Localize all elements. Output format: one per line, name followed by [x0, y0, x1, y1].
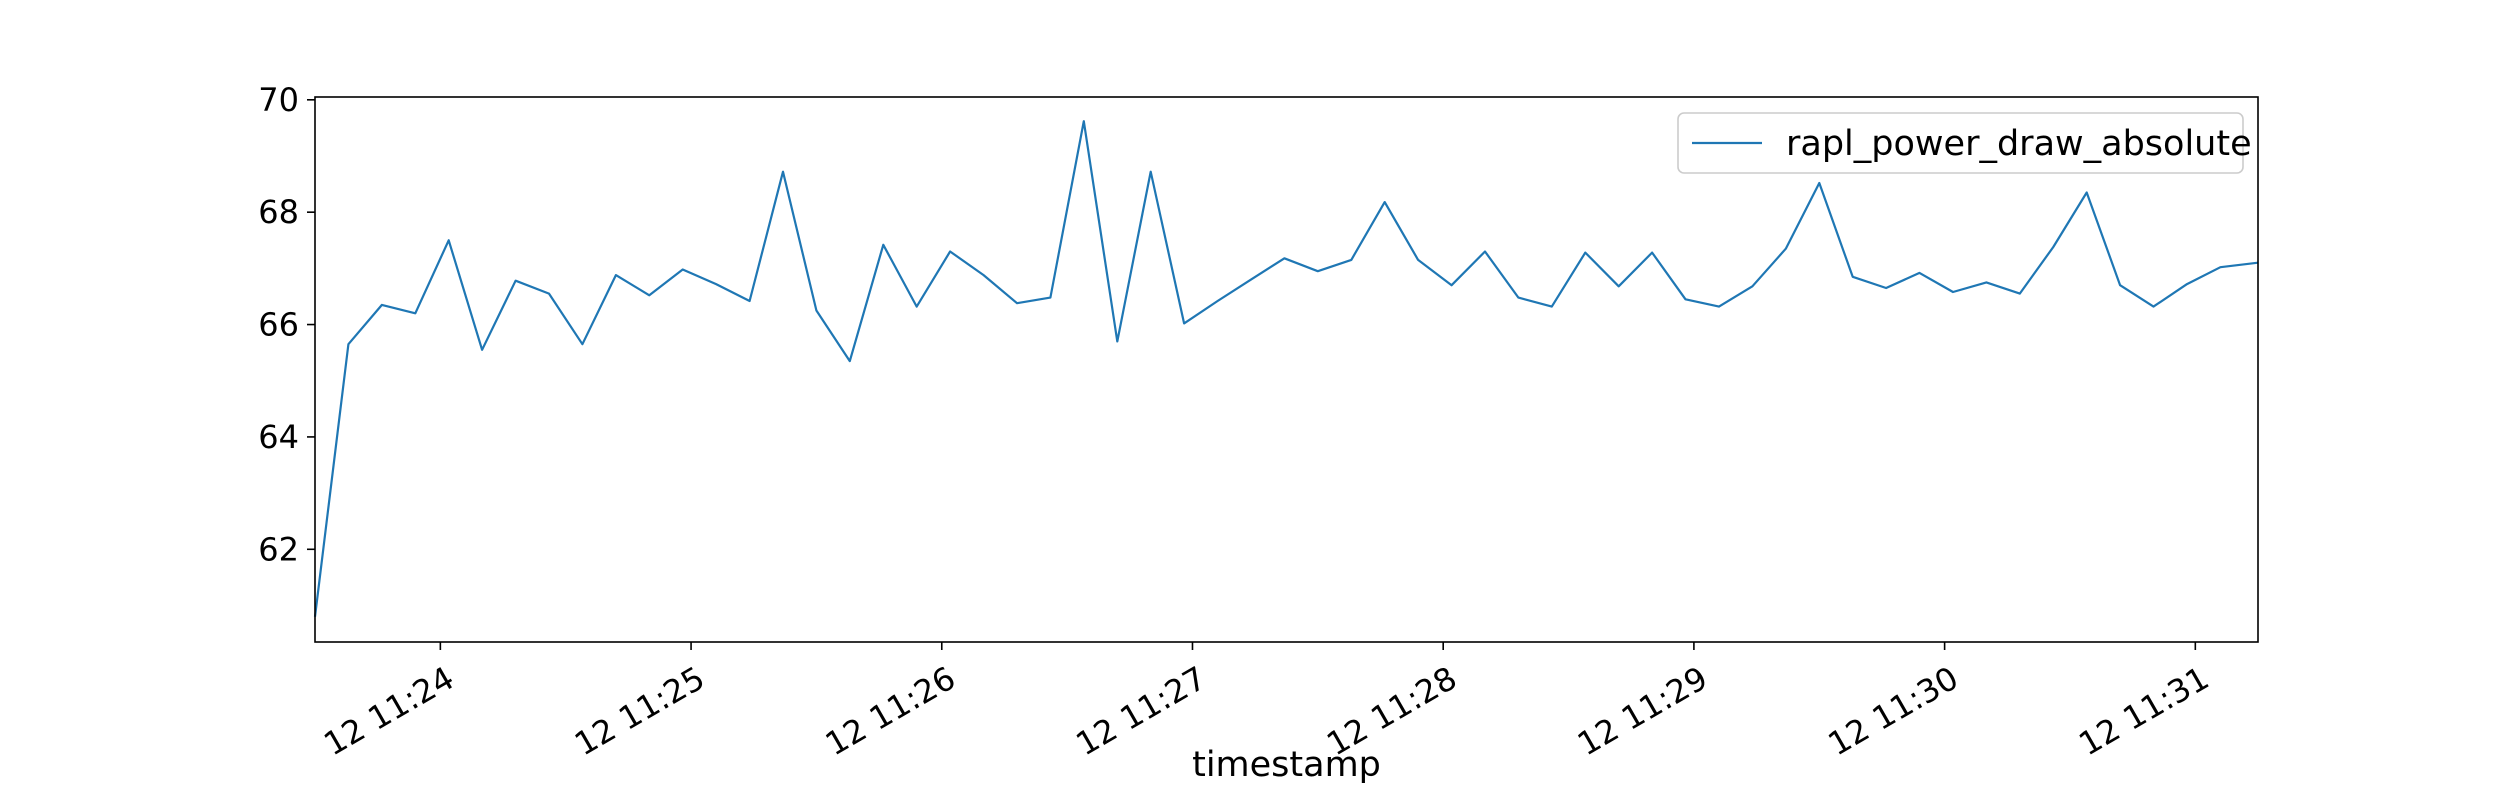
y-axis: 62 64 66 68 70 [258, 81, 315, 568]
y-tick-label: 64 [258, 418, 299, 456]
series-layer [313, 120, 2259, 617]
x-axis-label: timestamp [1192, 745, 1381, 785]
y-tick-label: 70 [258, 81, 299, 119]
plot-frame [314, 96, 2259, 643]
legend-box [1677, 112, 2244, 174]
legend-label: rapl_power_draw_absolute [1786, 124, 2252, 164]
y-tick-label: 62 [258, 530, 299, 568]
y-tick-label: 68 [258, 193, 299, 231]
y-tick-label: 66 [258, 306, 299, 344]
legend: rapl_power_draw_absolute [1677, 112, 2252, 174]
